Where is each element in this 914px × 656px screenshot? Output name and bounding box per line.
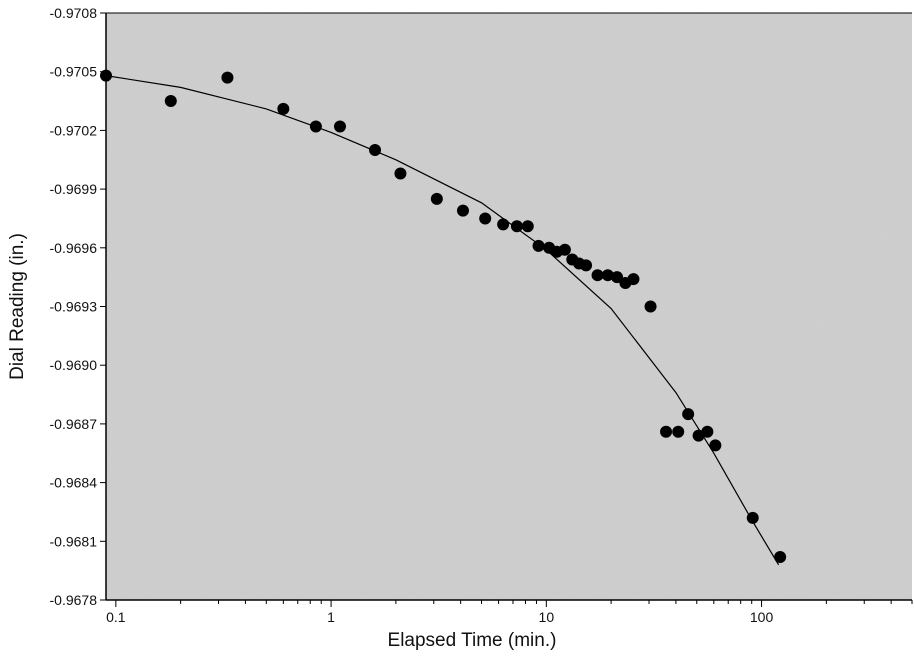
- y-tick-label: -0.9702: [50, 122, 98, 138]
- data-point: [746, 511, 759, 524]
- y-tick-label: -0.9705: [50, 64, 98, 80]
- y-tick-labels: -0.9708 -0.9705 -0.9702 -0.9699 -0.9696 -0.96…: [50, 5, 98, 608]
- data-point: [558, 243, 571, 256]
- data-point: [532, 239, 545, 252]
- y-tick-label: -0.9708: [50, 5, 98, 21]
- data-point: [479, 212, 492, 225]
- data-point: [277, 102, 290, 115]
- y-tick-label: -0.9681: [50, 533, 98, 549]
- data-point: [510, 220, 523, 233]
- data-point: [672, 425, 685, 438]
- y-tick-label: -0.9693: [50, 299, 98, 315]
- data-point: [682, 408, 695, 421]
- x-axis-title: Elapsed Time (min.): [388, 630, 557, 651]
- data-point: [709, 439, 722, 452]
- tick-marks: [100, 12, 913, 607]
- data-point: [601, 269, 614, 282]
- data-point: [394, 167, 407, 180]
- data-point: [333, 120, 346, 133]
- data-point: [430, 192, 443, 205]
- y-tick-label: -0.9687: [50, 416, 98, 432]
- data-point: [221, 71, 234, 84]
- data-points: [100, 69, 787, 563]
- data-point: [627, 273, 640, 286]
- y-tick-label: -0.9696: [50, 240, 98, 256]
- data-point: [369, 143, 382, 156]
- data-point: [644, 300, 657, 313]
- data-point: [774, 550, 787, 563]
- data-point: [164, 95, 177, 108]
- y-tick-label: -0.9684: [50, 475, 98, 491]
- x-tick-label: 1: [327, 609, 335, 625]
- data-point: [456, 204, 469, 217]
- x-tick-label: 10: [539, 609, 555, 625]
- plot-area-texture: [106, 13, 912, 600]
- y-tick-label: -0.9699: [50, 181, 98, 197]
- data-point: [580, 259, 593, 272]
- data-point: [309, 120, 322, 133]
- data-point: [701, 425, 714, 438]
- data-point: [610, 271, 623, 284]
- x-tick-label: 0.1: [106, 609, 126, 625]
- data-point: [591, 269, 604, 282]
- x-tick-labels: 0.1 1 10 100: [106, 609, 773, 625]
- data-point: [521, 220, 534, 233]
- x-tick-label: 100: [750, 609, 774, 625]
- data-point: [100, 69, 112, 82]
- data-point: [660, 425, 673, 438]
- y-axis-title: Dial Reading (in.): [7, 233, 28, 380]
- y-tick-label: -0.9690: [50, 357, 98, 373]
- data-point: [497, 218, 510, 231]
- y-tick-label: -0.9678: [50, 592, 98, 608]
